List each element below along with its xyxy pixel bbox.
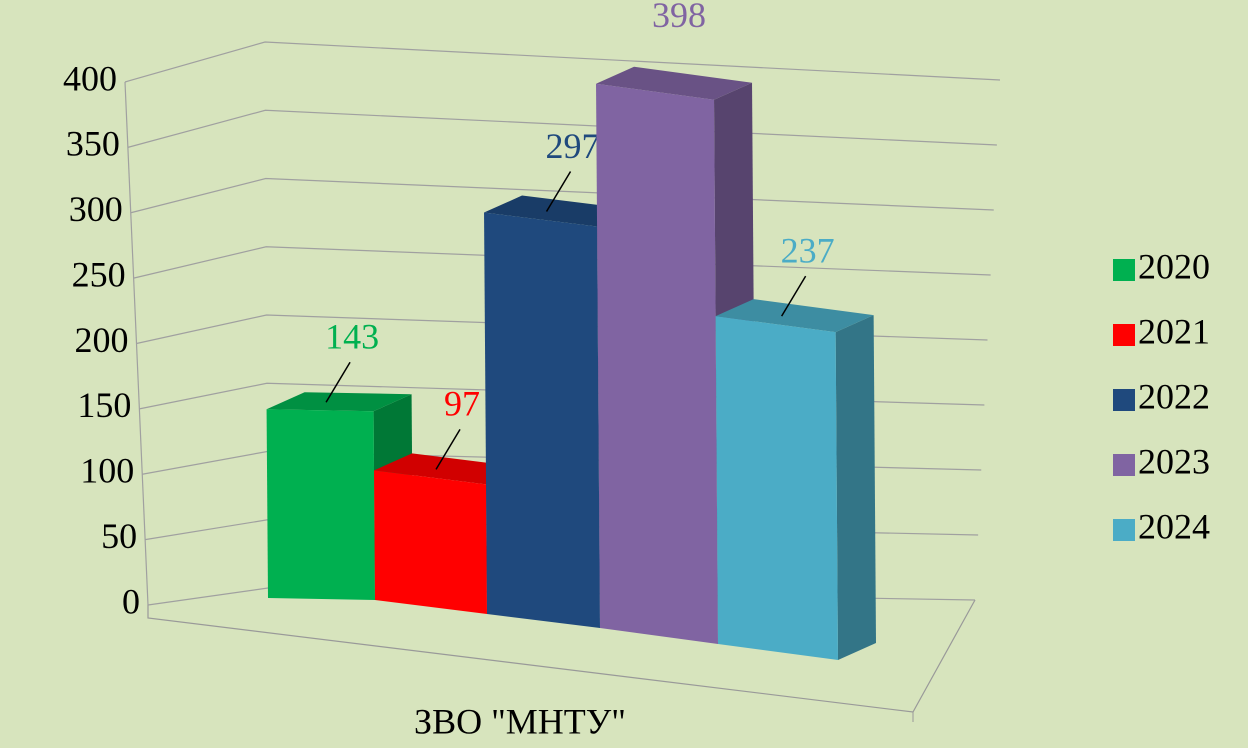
leader-line xyxy=(545,171,572,212)
legend-swatch xyxy=(1113,259,1135,281)
legend-swatch xyxy=(1113,389,1135,411)
value-label: 297 xyxy=(546,126,600,166)
bar-top xyxy=(596,66,753,100)
y-tick-label: 350 xyxy=(66,124,120,164)
category-label: ЗВО "МНТУ" xyxy=(414,701,626,741)
legend-swatch xyxy=(1113,454,1135,476)
bar-side xyxy=(835,315,876,660)
bar-front xyxy=(715,316,838,660)
legend-label: 2021 xyxy=(1138,311,1210,351)
leader-line xyxy=(780,275,807,317)
y-tick-label: 400 xyxy=(63,58,117,98)
leader-line xyxy=(325,361,351,403)
y-axis xyxy=(124,81,149,606)
bar-front xyxy=(266,409,375,600)
bar-front xyxy=(484,212,600,629)
legend-label: 2020 xyxy=(1138,246,1210,286)
legend-swatch xyxy=(1113,519,1135,541)
legend-swatch xyxy=(1113,324,1135,346)
legend-label: 2023 xyxy=(1138,441,1210,481)
value-label: 97 xyxy=(444,384,480,424)
y-tick-label: 200 xyxy=(75,320,129,360)
y-tick-label: 50 xyxy=(101,516,137,556)
leader-line xyxy=(435,429,461,470)
legend-label: 2022 xyxy=(1138,376,1210,416)
y-tick-label: 150 xyxy=(77,385,131,425)
y-tick-label: 0 xyxy=(122,581,140,621)
bar xyxy=(715,299,876,660)
bar-top xyxy=(715,299,874,333)
value-label: 143 xyxy=(325,317,379,357)
grid-line xyxy=(124,41,1001,83)
legend-label: 2024 xyxy=(1138,506,1210,546)
bar-front xyxy=(596,83,718,644)
value-label: 237 xyxy=(781,230,835,270)
value-label: 398 xyxy=(652,0,706,35)
y-tick-label: 250 xyxy=(72,254,126,294)
y-tick-label: 100 xyxy=(80,451,134,491)
y-tick-label: 300 xyxy=(69,189,123,229)
bar-top xyxy=(266,392,412,412)
grid-line xyxy=(127,109,997,148)
bar-front xyxy=(374,470,487,614)
